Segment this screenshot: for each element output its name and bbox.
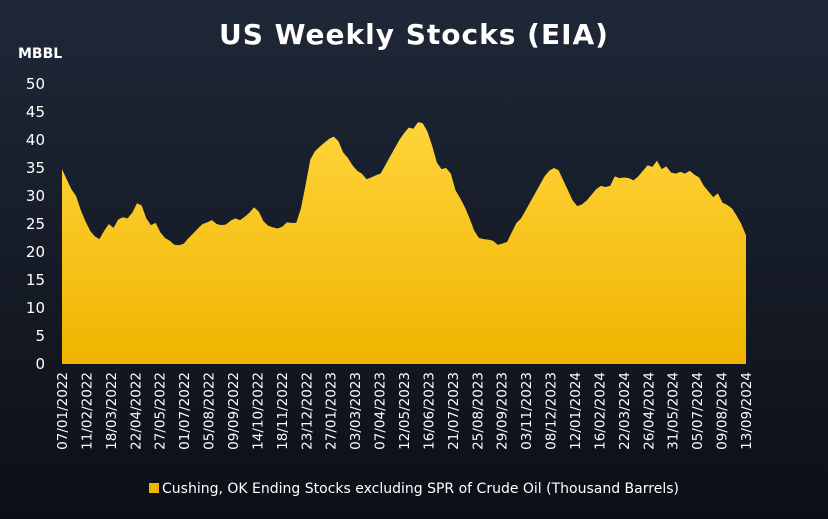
x-tick-label: 27/01/2023 — [324, 372, 340, 450]
legend-label: Cushing, OK Ending Stocks excluding SPR … — [162, 481, 679, 497]
x-tick-label: 12/01/2024 — [568, 372, 584, 450]
y-tick-label: 5 — [35, 327, 45, 345]
y-tick-label: 30 — [26, 187, 45, 205]
y-tick-label: 10 — [26, 299, 45, 317]
chart-title: US Weekly Stocks (EIA) — [219, 18, 609, 51]
x-tick-label: 14/10/2022 — [250, 372, 266, 450]
x-tick-label: 03/11/2023 — [519, 372, 535, 450]
legend-swatch — [149, 483, 160, 493]
y-axis-unit-label: MBBL — [18, 46, 63, 62]
x-tick-label: 13/09/2024 — [739, 372, 755, 450]
x-tick-label: 03/03/2023 — [348, 372, 364, 450]
series-area-cushing-stocks — [62, 122, 746, 364]
x-tick-label: 31/05/2024 — [666, 372, 682, 450]
x-tick-label: 22/04/2022 — [128, 372, 144, 450]
y-tick-label: 25 — [26, 215, 45, 233]
x-tick-label: 09/09/2022 — [226, 372, 242, 450]
x-tick-label: 05/07/2024 — [690, 372, 706, 450]
x-tick-label: 08/12/2023 — [544, 372, 560, 450]
y-tick-label: 40 — [26, 131, 45, 149]
x-tick-label: 18/03/2022 — [104, 372, 120, 450]
x-tick-label: 12/05/2023 — [397, 372, 413, 450]
y-tick-label: 0 — [35, 355, 45, 373]
x-tick-label: 18/11/2022 — [275, 372, 291, 450]
legend: Cushing, OK Ending Stocks excluding SPR … — [0, 481, 828, 497]
x-tick-label: 21/07/2023 — [446, 372, 462, 450]
plot-area — [62, 122, 746, 364]
x-tick-label: 29/09/2023 — [495, 372, 511, 450]
x-tick-label: 27/05/2022 — [153, 372, 169, 450]
y-tick-label: 20 — [26, 243, 45, 261]
y-tick-label: 35 — [26, 159, 45, 177]
x-tick-label: 16/06/2023 — [421, 372, 437, 450]
x-tick-label: 16/02/2024 — [592, 372, 608, 450]
x-tick-label: 07/01/2022 — [55, 372, 71, 450]
x-tick-label: 25/08/2023 — [470, 372, 486, 450]
x-tick-label: 11/02/2022 — [79, 372, 95, 450]
x-tick-label: 22/03/2024 — [617, 372, 633, 450]
y-axis-ticks: 0 5 10 15 20 25 30 35 40 45 50 — [26, 75, 45, 373]
x-tick-label: 01/07/2022 — [177, 372, 193, 450]
x-axis-ticks: 07/01/2022 11/02/2022 18/03/2022 22/04/2022… — [55, 372, 755, 450]
y-tick-label: 50 — [26, 75, 45, 93]
x-tick-label: 09/08/2024 — [715, 372, 731, 450]
y-tick-label: 15 — [26, 271, 45, 289]
x-tick-label: 26/04/2024 — [641, 372, 657, 450]
y-tick-label: 45 — [26, 103, 45, 121]
x-tick-label: 05/08/2022 — [202, 372, 218, 450]
x-tick-label: 07/04/2023 — [373, 372, 389, 450]
x-tick-label: 23/12/2022 — [299, 372, 315, 450]
